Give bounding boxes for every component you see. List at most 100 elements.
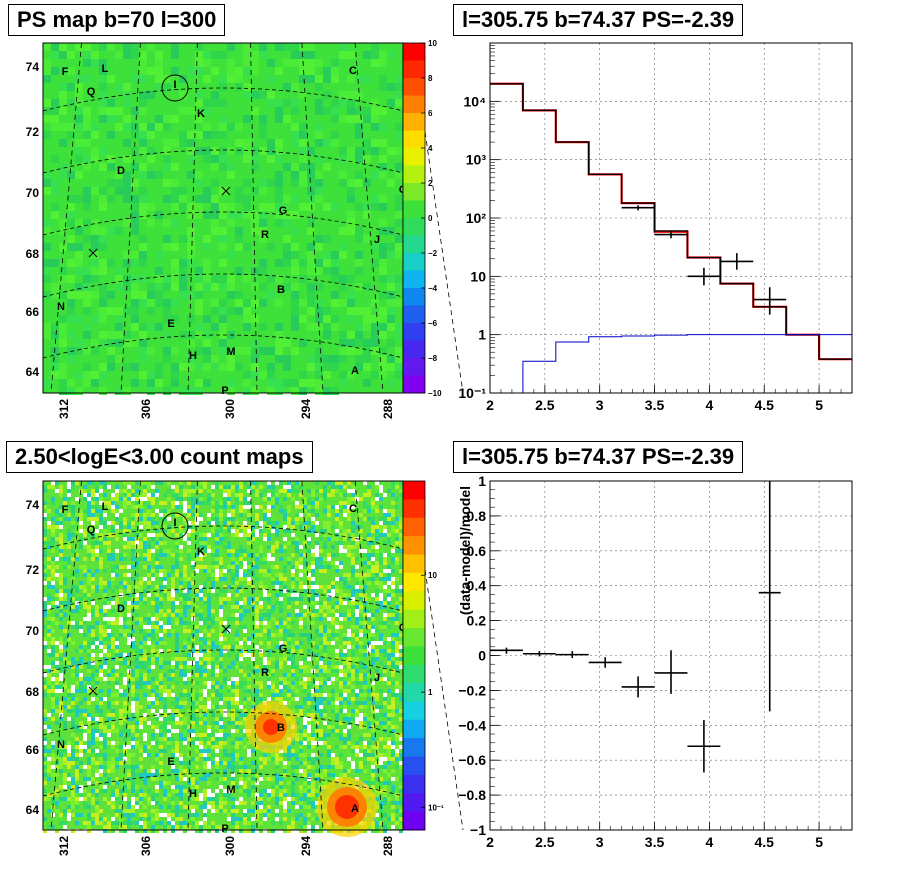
ps-lon-line-1 (120, 42, 141, 394)
ps-colorbar-segment (403, 358, 425, 376)
count-source-label: H (189, 788, 197, 800)
count-lon-line-3 (250, 480, 258, 831)
ps-source-label: P (221, 385, 228, 397)
residual-x-tick-label: 2.5 (535, 834, 555, 850)
count-cross-marker-1 (88, 686, 98, 696)
count-lat-line-3 (42, 711, 404, 736)
ps-colorbar-segment (403, 183, 425, 201)
spectrum-step-series-1 (490, 83, 852, 360)
count-lon-line-1 (120, 480, 141, 831)
count-colorbar-frame (402, 480, 426, 831)
residual-y-tick-label: 0.6 (467, 543, 487, 559)
residual-y-tick-label: 0.4 (467, 578, 487, 594)
residual-title: l=305.75 b=74.37 PS=-2.39 (453, 441, 744, 473)
spectrum-title: l=305.75 b=74.37 PS=-2.39 (453, 4, 744, 36)
spectrum-x-tick-label: 3 (596, 397, 604, 413)
count-source-label: M (226, 784, 235, 796)
count-map: FLCQIKDOGRJNBEMHAP7472706866643123063002… (26, 480, 464, 856)
ps-source-label: R (261, 229, 269, 241)
ps-source-label: A (351, 365, 359, 377)
count-source-label: R (261, 667, 269, 679)
count-lat-line-2 (42, 649, 404, 674)
spectrum-x-tick-label: 4.5 (755, 397, 775, 413)
count-lon-line-4 (301, 480, 324, 831)
ps-source-label: L (102, 63, 109, 75)
ps-lat-tick-label: 72 (26, 125, 40, 139)
ps-lat-tick-label: 66 (26, 305, 40, 319)
ps-colorbar: 10 8 6 4 2 0 −2 −4 −6 −8 −10 (402, 39, 442, 398)
count-source-label: L (102, 501, 109, 513)
count-source-label: D (117, 603, 125, 615)
ps-lon-tick-label: 288 (381, 399, 395, 419)
residual-y-tick-label: −0.8 (458, 787, 486, 803)
count-lon-tick-label: 306 (139, 836, 153, 856)
count-lat-tick-label: 66 (26, 743, 40, 757)
count-colorbar-segment (403, 811, 425, 831)
count-lat-line-0 (42, 525, 404, 550)
count-colorbar-segment (403, 591, 425, 611)
residual-y-tick-label: 0 (478, 648, 486, 664)
spectrum-plot-series (490, 82, 852, 393)
ps-lat-tick-label: 70 (26, 186, 40, 200)
ps-source-label: E (167, 318, 174, 330)
ps-lon-line-0 (50, 42, 82, 394)
count-source-label: N (57, 739, 65, 751)
ps-source-label: C (349, 65, 357, 77)
count-colorbar-segment (403, 793, 425, 813)
ps-source-label: B (277, 284, 285, 296)
ps-source-label: F (62, 66, 69, 78)
count-lat-tick-label: 64 (26, 803, 40, 817)
spectrum-x-tick-label: 2 (486, 397, 494, 413)
count-source-label: Q (87, 524, 96, 536)
count-source-circle (161, 512, 189, 540)
ps-colorbar-segment (403, 340, 425, 359)
ps-lat-line-3 (42, 273, 404, 298)
residual-y-tick-label: −0.4 (458, 717, 486, 733)
ps-colorbar-segment (403, 200, 425, 219)
count-lon-tick-label: 288 (381, 836, 395, 856)
count-lat-tick-label: 68 (26, 685, 40, 699)
spectrum-y-tick-label: 10 (470, 268, 486, 284)
count-colorbar-tick-label: 1 (428, 688, 433, 697)
ps-lat-line-0 (42, 87, 404, 112)
ps-colorbar-tick-label: 6 (428, 109, 433, 118)
ps-colorbar-segment (403, 165, 425, 184)
ps-source-label: Q (87, 86, 96, 98)
ps-lat-tick-label: 74 (26, 60, 40, 74)
count-colorbar-segment (403, 774, 425, 794)
ps-colorbar-tick-label: 10 (428, 39, 437, 48)
ps-source-label: J (374, 234, 380, 246)
ps-colorbar-tick-label: −2 (428, 249, 438, 258)
spectrum-y-tick-label: 10³ (466, 152, 487, 168)
count-lat-tick-label: 70 (26, 624, 40, 638)
count-source-label: J (374, 672, 380, 684)
ps-source-label: G (279, 205, 288, 217)
count-colorbar-segment (403, 554, 425, 574)
count-latitude-lines (42, 525, 404, 797)
ps-source-label: D (117, 165, 125, 177)
ps-colorbar-tick-label: 0 (428, 214, 433, 223)
residual-y-tick-label: −1 (470, 822, 486, 838)
residual-y-tick-label: 0.8 (467, 508, 487, 524)
ps-lon-tick-label: 300 (223, 399, 237, 419)
count-colorbar-segment (403, 572, 425, 592)
count-colorbar-segment (403, 481, 425, 500)
count-colorbar-segment (403, 683, 425, 702)
count-colorbar-segment (403, 738, 425, 758)
count-source-label: F (62, 504, 69, 516)
ps-lat-line-2 (42, 211, 404, 236)
ps-latitude-lines (42, 87, 404, 359)
spectrum-x-tick-label: 2.5 (535, 397, 555, 413)
residual-y-tick-label: 0.2 (467, 613, 487, 629)
ps-colorbar-segment (403, 113, 425, 131)
residual-x-tick-label: 3 (596, 834, 604, 850)
ps-lon-line-3 (250, 42, 258, 394)
spectrum-step-series-2 (490, 334, 852, 393)
count-colorbar-segment (403, 719, 425, 739)
ps-colorbar-segment (403, 375, 425, 394)
count-map-texture (43, 481, 403, 833)
ps-colorbar-tick-label: 2 (428, 179, 433, 188)
ps-colorbar-segment (403, 270, 425, 289)
count-source-label: P (221, 823, 228, 835)
ps-colorbar-tick-label: 8 (428, 74, 433, 83)
